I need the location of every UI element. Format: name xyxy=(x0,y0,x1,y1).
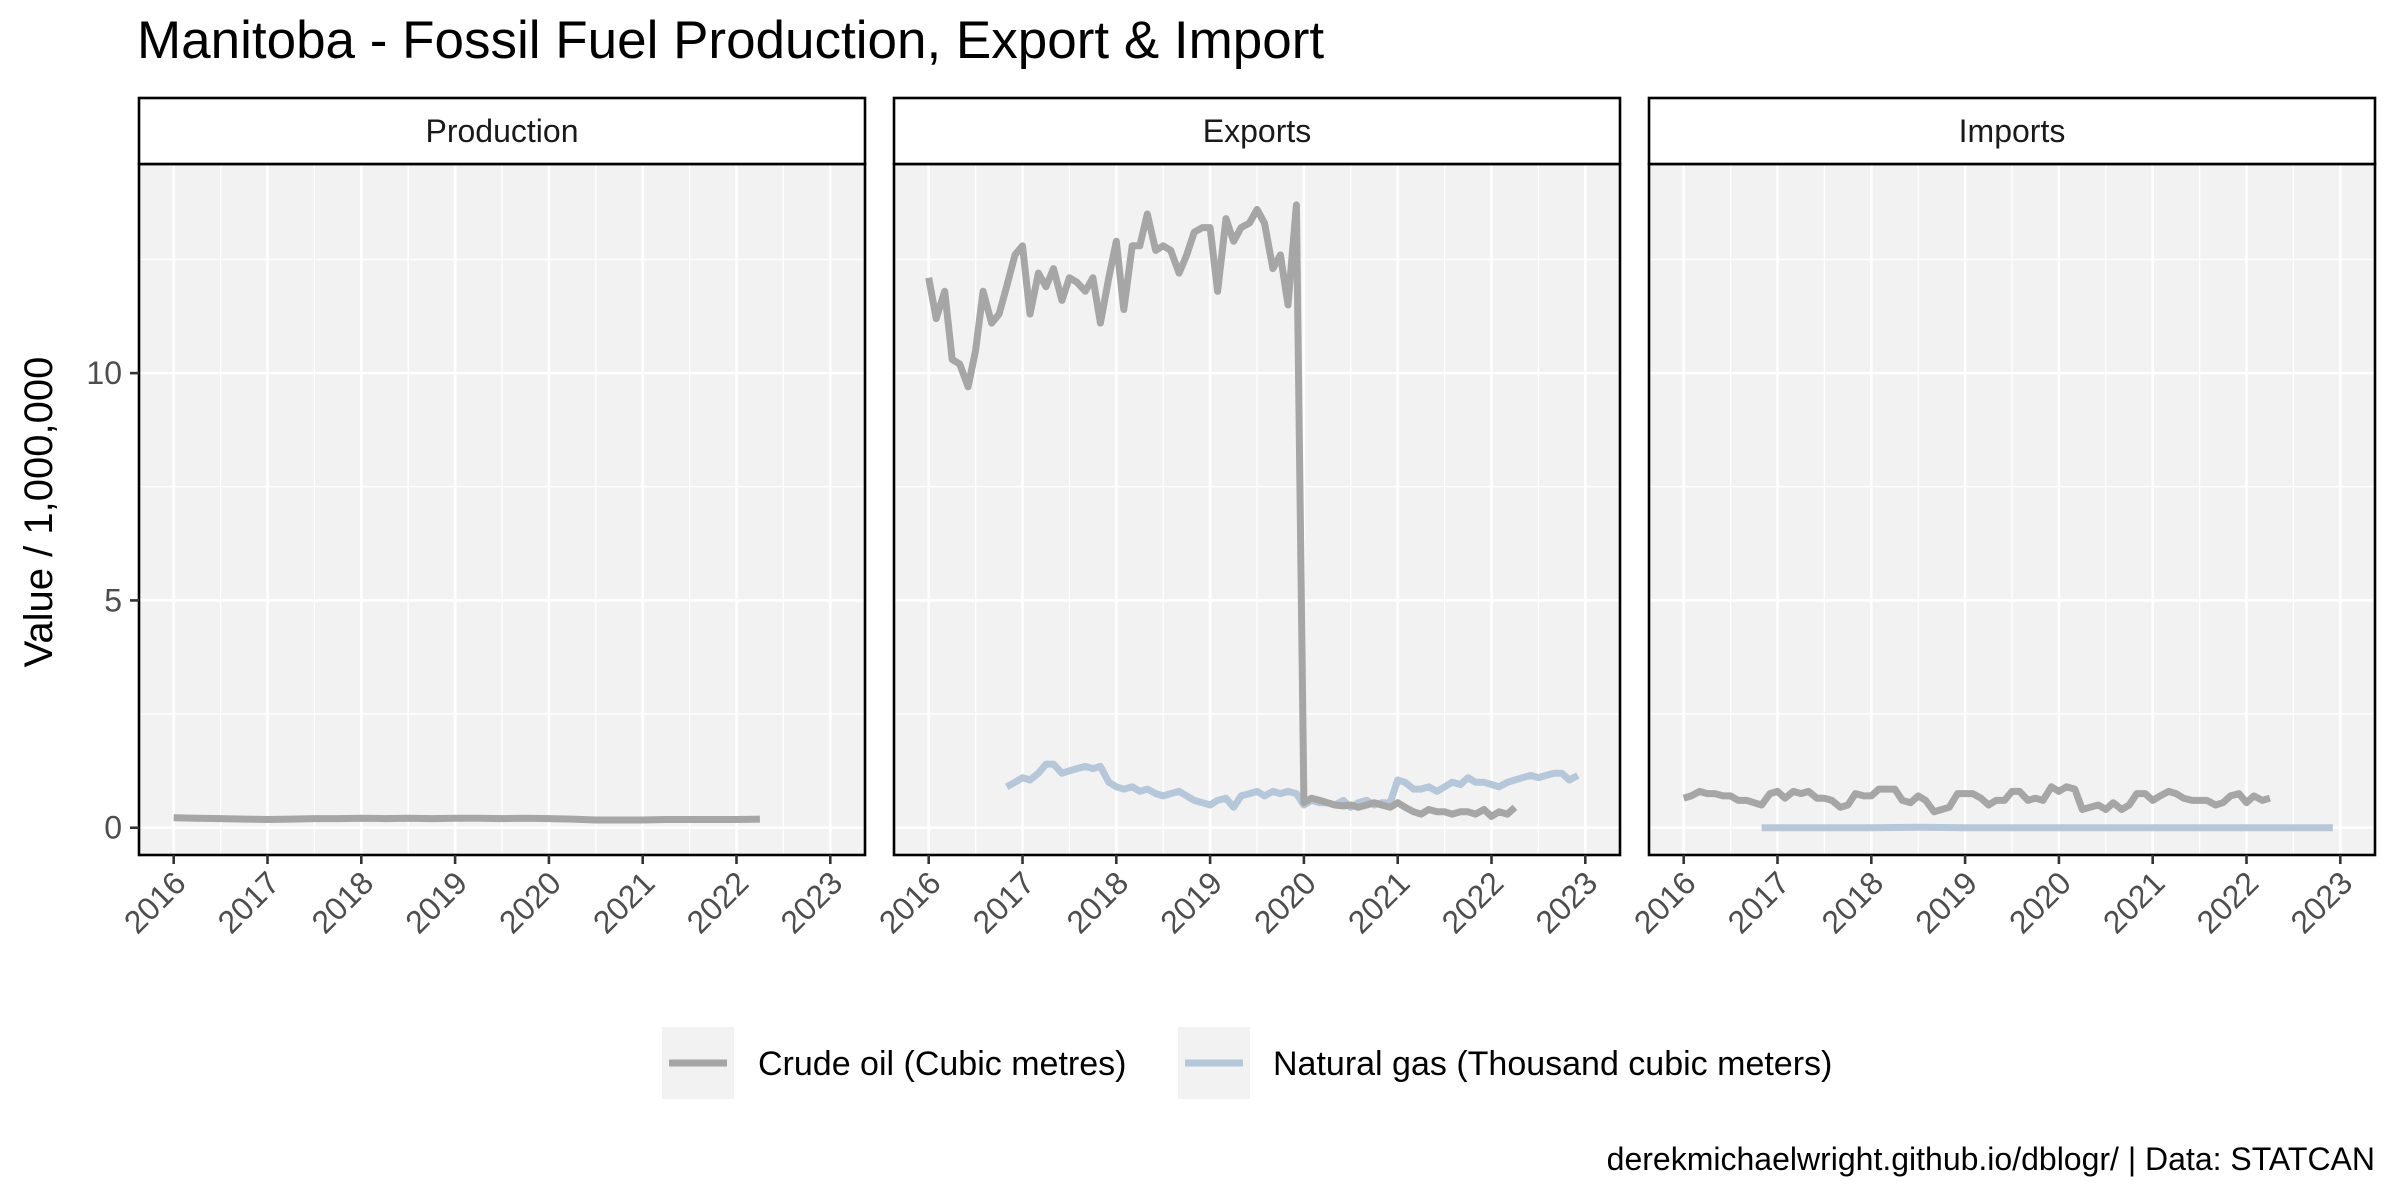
x-tick-label: 2018 xyxy=(1814,864,1890,940)
x-tick-label: 2019 xyxy=(398,864,474,940)
legend-label: Crude oil (Cubic metres) xyxy=(758,1045,1126,1083)
x-tick-label: 2020 xyxy=(2002,864,2078,940)
x-tick-label: 2018 xyxy=(304,864,380,940)
facet-strip xyxy=(137,96,867,166)
x-tick-label: 2022 xyxy=(2190,864,2266,940)
x-tick-label: 2016 xyxy=(872,864,948,940)
facet-strip-label: Production xyxy=(426,113,579,149)
y-tick-label: 5 xyxy=(104,582,122,618)
legend-label: Natural gas (Thousand cubic meters) xyxy=(1273,1045,1832,1083)
facet-strip-label: Imports xyxy=(1959,113,2066,149)
y-axis: 0 5 10 xyxy=(86,355,139,846)
x-tick-label: 2018 xyxy=(1059,864,1135,940)
x-tick-label: 2019 xyxy=(1908,864,1984,940)
legend-item-natural-gas: Natural gas (Thousand cubic meters) xyxy=(1178,1027,1832,1099)
series-line-crude-oil xyxy=(173,814,760,824)
x-tick-label: 2021 xyxy=(1341,864,1417,940)
chart-title: Manitoba - Fossil Fuel Production, Expor… xyxy=(137,11,1324,70)
panel-production: Production 2016 2017 2018 2019 2020 2021 2022 20… xyxy=(117,96,867,940)
series-line-natural-gas xyxy=(1004,760,1580,811)
series-line-crude-oil xyxy=(1682,783,2271,816)
facet-strip xyxy=(1647,96,2377,166)
x-tick-label: 2021 xyxy=(2096,864,2172,940)
facet-strip xyxy=(892,96,1622,166)
facet-strip-label: Exports xyxy=(1203,113,1311,149)
x-tick-label: 2019 xyxy=(1153,864,1229,940)
y-tick-label: 0 xyxy=(104,810,122,846)
y-tick-label: 10 xyxy=(86,355,122,391)
x-tick-label: 2020 xyxy=(492,864,568,940)
x-tick-label: 2016 xyxy=(117,864,193,940)
legend-item-crude-oil: Crude oil (Cubic metres) xyxy=(662,1027,1126,1099)
x-tick-label: 2016 xyxy=(1627,864,1703,940)
x-tick-label: 2022 xyxy=(680,864,756,940)
legend: Crude oil (Cubic metres) Natural gas (Tho… xyxy=(662,1027,1832,1099)
x-tick-label: 2020 xyxy=(1247,864,1323,940)
panel-imports: Imports 2016 2017 2018 2019 2020 2021 2022 2023 xyxy=(1627,96,2377,940)
x-tick-label: 2023 xyxy=(2283,864,2359,940)
x-tick-label: 2023 xyxy=(773,864,849,940)
chart-caption: derekmichaelwright.github.io/dblogr/ | D… xyxy=(1607,1141,2375,1177)
x-tick-label: 2022 xyxy=(1435,864,1511,940)
x-tick-label: 2017 xyxy=(211,864,287,940)
series-line-crude-oil xyxy=(925,201,1518,820)
x-tick-label: 2017 xyxy=(966,864,1042,940)
panel-exports: Exports 2016 2017 2018 2019 2020 2021 2022 2023 xyxy=(872,96,1622,940)
x-tick-label: 2021 xyxy=(586,864,662,940)
x-tick-label: 2017 xyxy=(1721,864,1797,940)
y-axis-title: Value / 1,000,000 xyxy=(17,357,61,668)
x-tick-label: 2023 xyxy=(1528,864,1604,940)
